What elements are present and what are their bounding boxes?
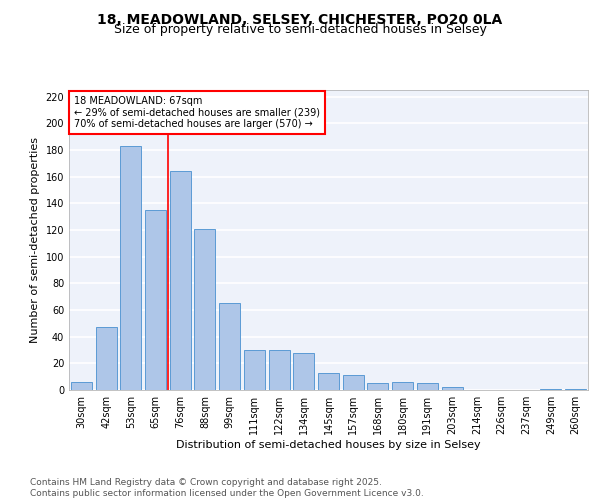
Bar xyxy=(244,350,265,390)
Bar xyxy=(367,384,388,390)
X-axis label: Distribution of semi-detached houses by size in Selsey: Distribution of semi-detached houses by … xyxy=(176,440,481,450)
Bar xyxy=(95,328,116,390)
Bar xyxy=(565,388,586,390)
Bar xyxy=(318,372,339,390)
Text: 18 MEADOWLAND: 67sqm
← 29% of semi-detached houses are smaller (239)
70% of semi: 18 MEADOWLAND: 67sqm ← 29% of semi-detac… xyxy=(74,96,320,129)
Bar xyxy=(541,388,562,390)
Bar xyxy=(194,228,215,390)
Bar xyxy=(442,388,463,390)
Bar xyxy=(71,382,92,390)
Bar xyxy=(219,304,240,390)
Bar xyxy=(417,384,438,390)
Bar xyxy=(269,350,290,390)
Text: 18, MEADOWLAND, SELSEY, CHICHESTER, PO20 0LA: 18, MEADOWLAND, SELSEY, CHICHESTER, PO20… xyxy=(97,12,503,26)
Bar xyxy=(170,172,191,390)
Y-axis label: Number of semi-detached properties: Number of semi-detached properties xyxy=(30,137,40,343)
Bar xyxy=(120,146,141,390)
Bar xyxy=(145,210,166,390)
Bar xyxy=(293,352,314,390)
Text: Size of property relative to semi-detached houses in Selsey: Size of property relative to semi-detach… xyxy=(113,22,487,36)
Text: Contains HM Land Registry data © Crown copyright and database right 2025.
Contai: Contains HM Land Registry data © Crown c… xyxy=(30,478,424,498)
Bar xyxy=(343,376,364,390)
Bar xyxy=(392,382,413,390)
